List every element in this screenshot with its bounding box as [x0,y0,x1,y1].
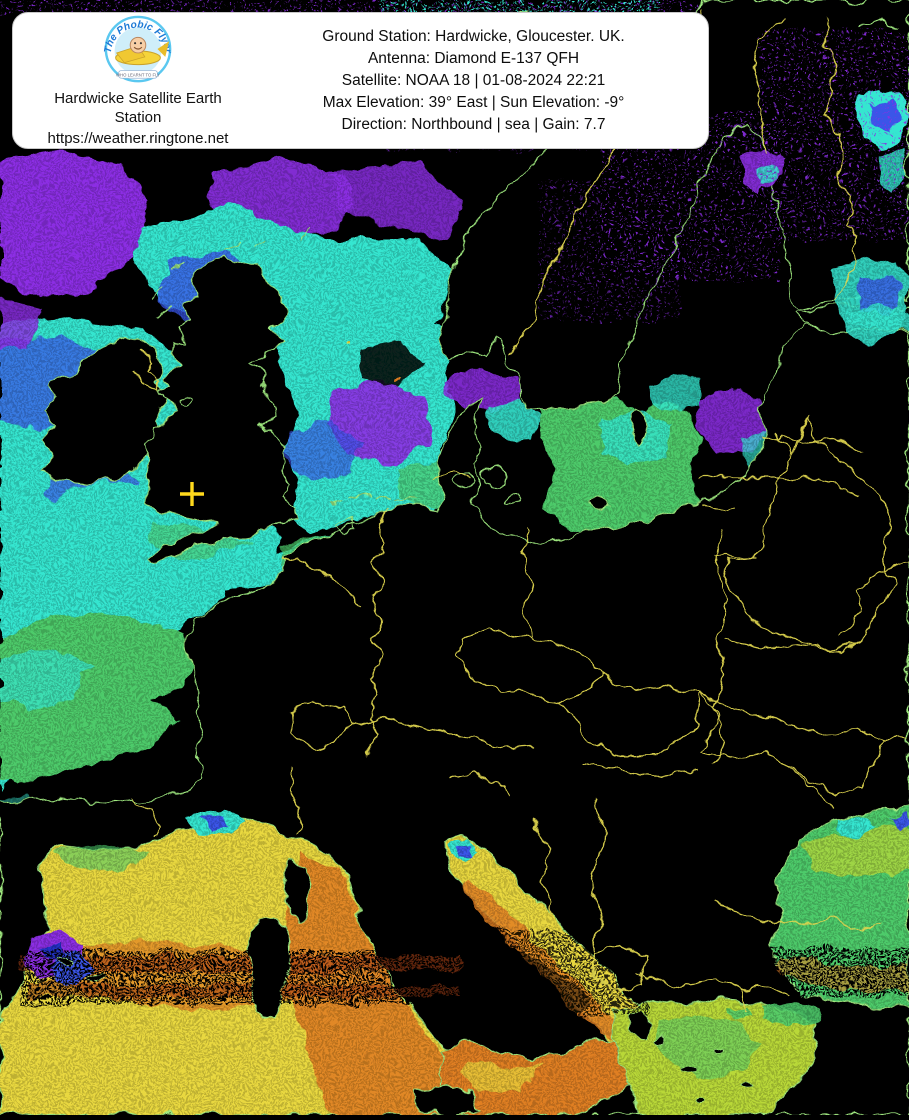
ground-station-marker [180,482,204,506]
pilot-face-icon [129,37,147,54]
grain-overlay [0,150,909,1115]
info-elevation: Max Elevation: 39° East | Sun Elevation:… [322,93,625,111]
phobic-flyer-logo: The Phobic Flyer WHO LEARNT TO FLY [103,15,173,83]
station-name: Hardwicke Satellite Earth Station [54,90,222,126]
info-satellite: Satellite: NOAA 18 | 01-08-2024 22:21 [341,71,606,89]
station-url: https://weather.ringtone.net [47,129,229,147]
info-ground-station: Ground Station: Hardwicke, Gloucester. U… [322,27,625,45]
header-card: The Phobic Flyer WHO LEARNT TO FLY Hardw… [12,12,709,149]
header-info-column: Ground Station: Hardwicke, Gloucester. U… [253,26,694,136]
info-antenna: Antenna: Diamond E-137 QFH [367,49,580,67]
logo-ribbon-text: WHO LEARNT TO FLY [116,73,160,78]
info-direction: Direction: Northbound | sea | Gain: 7.7 [341,115,606,133]
header-left-column: The Phobic Flyer WHO LEARNT TO FLY Hardw… [23,14,253,147]
